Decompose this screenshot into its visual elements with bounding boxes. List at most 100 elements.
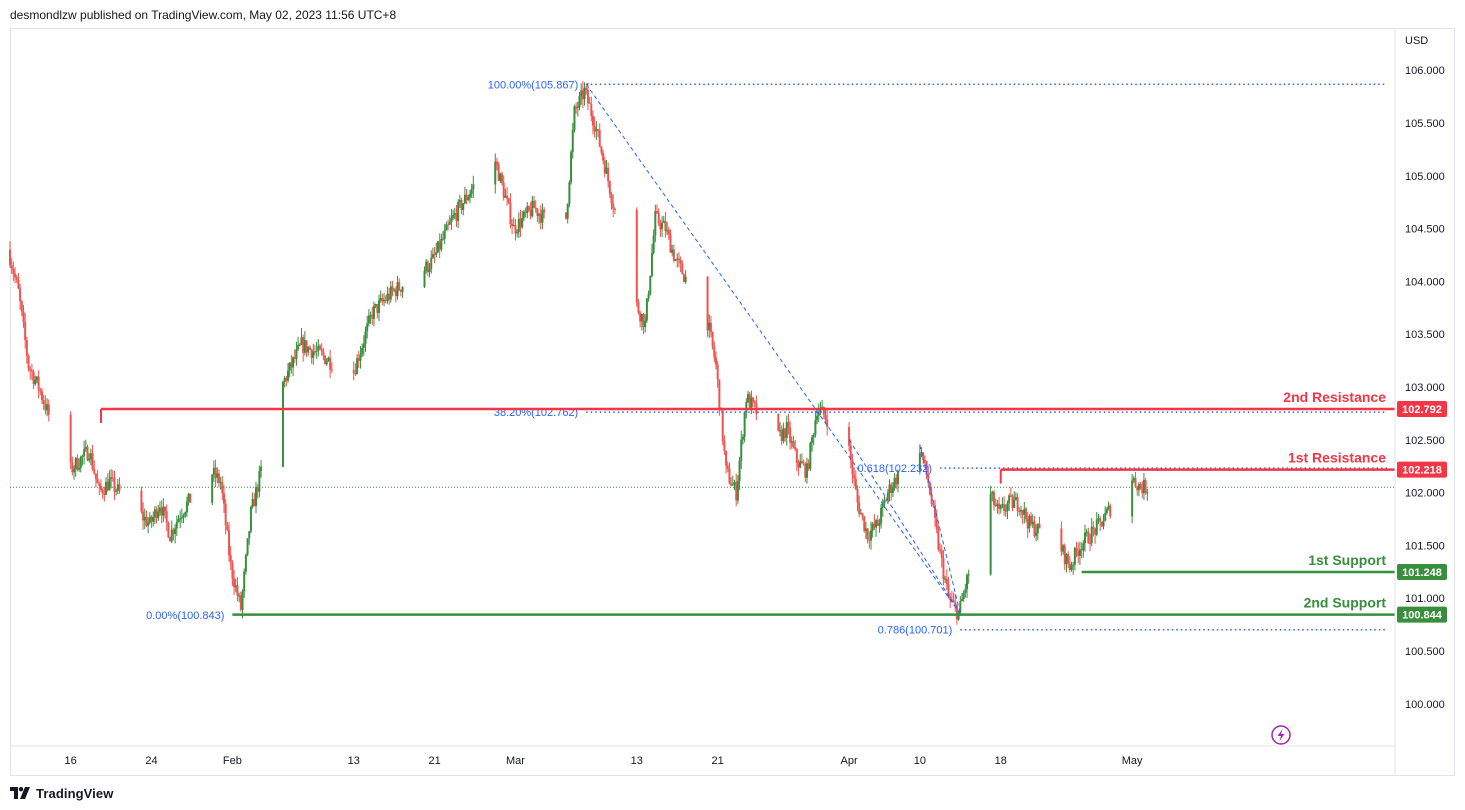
- candle: [440, 233, 443, 252]
- price-badge: 100.844: [1397, 606, 1447, 623]
- candle: [1085, 528, 1088, 537]
- candle: [20, 300, 23, 317]
- candle: [322, 347, 325, 361]
- candle: [229, 546, 232, 570]
- lightning-bolt-icon: [1277, 729, 1285, 741]
- candle: [312, 343, 315, 365]
- candle: [1142, 472, 1145, 500]
- candle: [713, 341, 716, 363]
- candle: [802, 459, 805, 466]
- candle: [372, 301, 375, 327]
- candle: [295, 341, 298, 366]
- y-tick-label: 105.500: [1405, 118, 1445, 130]
- candle: [445, 221, 448, 231]
- candle: [966, 573, 969, 598]
- candle: [376, 303, 379, 319]
- candle: [1038, 516, 1041, 529]
- candle: [519, 209, 522, 237]
- candle: [388, 287, 391, 305]
- x-tick-label: 13: [631, 755, 643, 767]
- tradingview-logo-icon[interactable]: [10, 787, 30, 799]
- y-tick-label: 102.000: [1405, 488, 1445, 500]
- candle: [34, 375, 37, 386]
- tradingview-brand[interactable]: TradingView: [36, 785, 114, 801]
- candle: [635, 207, 638, 307]
- candle: [797, 459, 800, 476]
- candle: [945, 569, 948, 590]
- candle: [113, 470, 116, 500]
- candle: [150, 515, 153, 528]
- candle: [800, 453, 803, 464]
- x-tick-label: 21: [712, 755, 724, 767]
- candle: [964, 583, 967, 598]
- candle: [238, 592, 241, 603]
- level-label: 1st Resistance: [1288, 450, 1386, 466]
- candle: [288, 362, 291, 378]
- candle: [234, 578, 237, 593]
- candle: [42, 394, 45, 410]
- y-tick-label: 100.000: [1405, 699, 1445, 711]
- candle: [506, 187, 509, 206]
- candle: [1035, 524, 1038, 542]
- candle: [533, 196, 536, 208]
- x-tick-label: 18: [995, 755, 1007, 767]
- candle: [78, 458, 81, 472]
- candle: [669, 229, 672, 253]
- candle: [426, 259, 429, 277]
- candle: [743, 411, 746, 443]
- y-tick-label: 104.000: [1405, 276, 1445, 288]
- candle: [330, 362, 333, 374]
- candle: [256, 484, 259, 499]
- snapshot-button[interactable]: [1271, 725, 1291, 745]
- candle: [460, 197, 463, 215]
- candle: [187, 492, 190, 506]
- x-tick-label: 21: [428, 755, 440, 767]
- candle: [143, 508, 146, 530]
- candle: [591, 110, 594, 135]
- trend-line[interactable]: [585, 83, 961, 615]
- candle: [967, 569, 970, 584]
- candle: [103, 486, 106, 502]
- candle: [354, 363, 357, 377]
- candle: [725, 450, 728, 474]
- candle: [313, 344, 316, 356]
- candle: [1105, 507, 1108, 515]
- candle: [148, 512, 151, 525]
- candle: [529, 202, 532, 220]
- candle: [329, 349, 332, 378]
- y-tick-label: 104.500: [1405, 224, 1445, 236]
- candle: [281, 380, 284, 468]
- candle: [746, 390, 749, 404]
- trend-line[interactable]: [919, 444, 961, 615]
- candle: [1136, 485, 1139, 496]
- candle: [212, 460, 215, 482]
- candle: [366, 315, 369, 339]
- candlestick-series: [9, 81, 1149, 625]
- candle: [714, 351, 717, 370]
- candle: [152, 511, 155, 527]
- candle: [960, 592, 963, 602]
- candle: [922, 452, 925, 464]
- candle: [44, 395, 47, 415]
- candle: [499, 172, 502, 184]
- candle: [37, 370, 40, 399]
- candle: [327, 356, 330, 362]
- chart-area[interactable]: [10, 28, 1455, 776]
- candle: [116, 478, 119, 495]
- candle: [494, 153, 497, 194]
- candle: [425, 258, 428, 274]
- candle: [174, 524, 177, 544]
- candle: [684, 270, 687, 284]
- candle: [522, 209, 525, 222]
- candle: [153, 505, 156, 524]
- candle: [853, 467, 856, 487]
- candle: [106, 473, 109, 492]
- candle: [871, 521, 874, 538]
- candle: [1072, 561, 1075, 575]
- candle: [73, 465, 76, 480]
- candle: [362, 335, 365, 357]
- candle: [580, 83, 583, 105]
- candle: [93, 460, 96, 475]
- candle: [162, 498, 165, 523]
